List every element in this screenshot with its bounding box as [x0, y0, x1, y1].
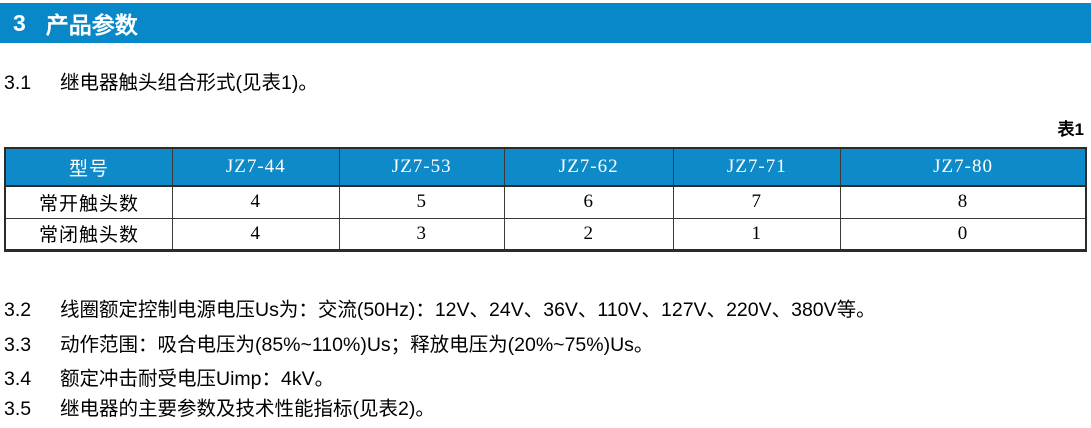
section-3-2-number: 3.2	[4, 299, 32, 321]
section-3-3-number: 3.3	[4, 334, 32, 356]
section-header-number: 3	[13, 9, 26, 36]
section-3-5-number: 3.5	[4, 398, 32, 420]
table-cell: 3	[338, 217, 505, 252]
section-3-3-text: 动作范围：吸合电压为(85%~110%)Us；释放电压为(20%~75%)Us。	[60, 334, 654, 356]
table-cell: 4	[172, 217, 340, 252]
table-cell: 4	[172, 185, 340, 219]
row-label: 常开触头数	[4, 185, 174, 219]
table-header-jz7-53: JZ7-53	[338, 147, 505, 187]
section-3-4-text: 额定冲击耐受电压Uimp：4kV。	[60, 368, 335, 390]
table-header-jz7-44: JZ7-44	[172, 147, 340, 187]
table-header-jz7-71: JZ7-71	[672, 147, 842, 187]
section-3-4-number: 3.4	[4, 368, 32, 390]
section-3-5-text: 继电器的主要参数及技术性能指标(见表2)。	[60, 398, 435, 420]
section-3-1-text: 继电器触头组合形式(见表1)。	[60, 72, 318, 94]
section-3-1: 3.1 继电器触头组合形式(见表1)。	[4, 70, 1081, 96]
table-cell: 8	[840, 185, 1087, 219]
table-header-jz7-80: JZ7-80	[840, 147, 1087, 187]
section-3-5: 3.5 继电器的主要参数及技术性能指标(见表2)。	[4, 396, 1081, 422]
section-3-1-number: 3.1	[4, 72, 32, 94]
table-cell: 1	[672, 217, 842, 252]
table-row-normally-open: 常开触头数 4 5 6 7 8	[4, 185, 1087, 219]
table-cell: 0	[840, 217, 1087, 252]
section-3-4: 3.4 额定冲击耐受电压Uimp：4kV。	[4, 366, 1081, 392]
table-cell: 2	[503, 217, 674, 252]
table-caption: 表1	[1057, 120, 1084, 139]
section-3-2-text: 线圈额定控制电源电压Us为：交流(50Hz)：12V、24V、36V、110V、…	[60, 299, 876, 321]
table-header-jz7-62: JZ7-62	[503, 147, 674, 187]
section-header-bar: 3 产品参数	[0, 3, 1091, 43]
section-header-title: 产品参数	[45, 12, 138, 38]
table-row-normally-closed: 常闭触头数 4 3 2 1 0	[4, 217, 1087, 252]
table-cell: 6	[503, 185, 674, 219]
row-label: 常闭触头数	[4, 217, 174, 252]
table-header-model: 型号	[4, 147, 174, 187]
contact-combination-table: 型号 JZ7-44 JZ7-53 JZ7-62 JZ7-71 JZ7-80 常开…	[4, 147, 1087, 252]
table-header-row: 型号 JZ7-44 JZ7-53 JZ7-62 JZ7-71 JZ7-80	[4, 147, 1087, 187]
table-cell: 5	[338, 185, 505, 219]
section-3-3: 3.3 动作范围：吸合电压为(85%~110%)Us；释放电压为(20%~75%…	[4, 332, 1081, 358]
table-cell: 7	[672, 185, 842, 219]
section-3-2: 3.2 线圈额定控制电源电压Us为：交流(50Hz)：12V、24V、36V、1…	[4, 297, 1081, 323]
